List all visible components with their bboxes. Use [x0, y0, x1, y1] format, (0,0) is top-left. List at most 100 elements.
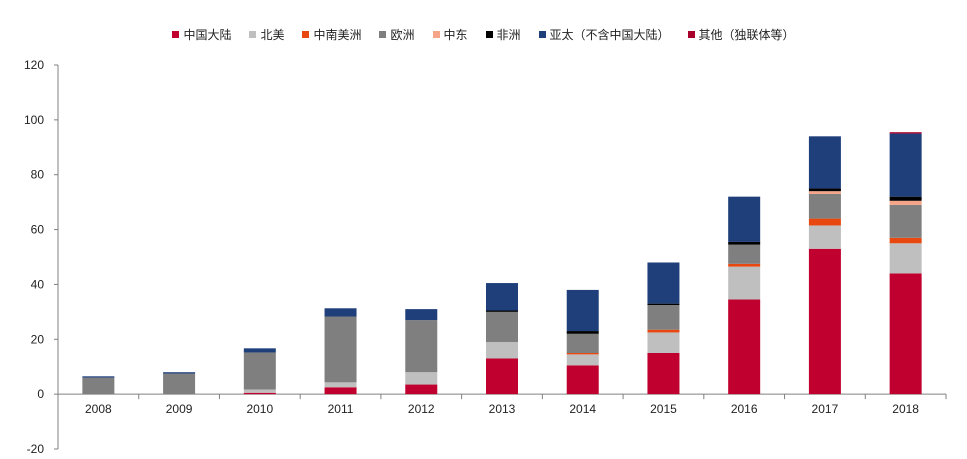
y-tick-label: -20: [27, 442, 45, 456]
bar-segment: [324, 316, 357, 383]
legend-label: 中东: [443, 28, 468, 42]
legend-label: 欧洲: [390, 28, 415, 42]
bar-segment: [889, 273, 922, 395]
legend-label: 其他（独联体等）: [698, 28, 795, 42]
bar-segment: [728, 244, 761, 264]
x-tick-label: 2011: [328, 402, 354, 416]
legend-item: 中南美洲: [302, 26, 361, 43]
y-tick-label: 100: [24, 113, 44, 127]
legend-item: 北美: [249, 26, 284, 43]
chart-axes: -20 0 20 40 60 80 100 120 2008 2009 2010 2011 2012 20…: [24, 58, 947, 456]
bar-segment: [889, 196, 922, 201]
chart-legend: 中国大陆 北美 中南美洲 欧洲 中东 非洲 亚太（不含中国大陆） 其他（独联体等）: [0, 26, 967, 43]
bar-segment: [647, 262, 680, 304]
legend-swatch: [485, 31, 493, 38]
bar-segment: [405, 320, 438, 373]
bar-segment: [647, 305, 680, 330]
bar-segment: [566, 289, 599, 332]
bar-segment: [808, 218, 841, 226]
legend-item: 中国大陆: [172, 26, 231, 43]
y-tick-label: 60: [31, 223, 45, 237]
bar-segment: [405, 372, 438, 385]
y-tick-label: 120: [24, 58, 44, 72]
bar-segment: [808, 136, 841, 189]
legend-swatch: [538, 31, 546, 38]
bar-segment: [647, 332, 680, 353]
bar-segment: [566, 353, 599, 355]
x-tick-label: 2014: [569, 402, 596, 416]
bar-segment: [889, 132, 922, 134]
bar-segment: [808, 225, 841, 249]
legend-item: 亚太（不含中国大陆）: [538, 26, 670, 43]
bar-segment: [405, 384, 438, 395]
y-tick-label: 80: [31, 168, 45, 182]
chart-bars: [82, 132, 922, 395]
x-tick-label: 2013: [489, 402, 516, 416]
x-tick-label: 2016: [731, 402, 758, 416]
y-tick-label: 20: [31, 332, 45, 346]
legend-item: 其他（独联体等）: [687, 26, 795, 43]
bar-segment: [889, 133, 922, 197]
bar-segment: [728, 196, 761, 242]
legend-item: 中东: [432, 26, 468, 43]
bar-segment: [728, 263, 761, 267]
bar-segment: [324, 387, 357, 395]
bar-segment: [243, 389, 276, 393]
bar-segment: [889, 237, 922, 244]
bar-segment: [163, 372, 196, 374]
bar-segment: [566, 333, 599, 353]
bar-segment: [808, 193, 841, 219]
legend-label: 北美: [260, 28, 285, 42]
bar-segment: [647, 353, 680, 395]
legend-swatch: [432, 31, 440, 38]
x-tick-label: 2018: [892, 402, 919, 416]
bar-segment: [486, 358, 518, 395]
bar-segment: [889, 200, 922, 205]
bar-segment: [486, 310, 518, 312]
legend-item: 欧洲: [379, 26, 415, 43]
bar-segment: [808, 248, 841, 395]
bar-segment: [566, 354, 599, 366]
legend-swatch: [687, 31, 695, 38]
bar-segment: [82, 377, 115, 395]
legend-item: 非洲: [485, 26, 521, 43]
bar-segment: [486, 283, 518, 311]
bar-segment: [243, 348, 276, 353]
bar-segment: [566, 365, 599, 395]
x-tick-label: 2009: [166, 402, 193, 416]
bar-segment: [486, 342, 518, 359]
legend-swatch: [249, 31, 257, 38]
legend-label: 中南美洲: [313, 28, 362, 42]
bar-segment: [728, 266, 761, 300]
bar-segment: [566, 331, 599, 334]
bar-segment: [647, 329, 680, 333]
y-tick-label: 0: [37, 387, 44, 401]
x-tick-label: 2015: [650, 402, 677, 416]
legend-label: 中国大陆: [183, 28, 232, 42]
bar-segment: [647, 303, 680, 305]
bar-segment: [324, 308, 357, 317]
y-tick-label: 40: [31, 277, 45, 291]
bar-segment: [82, 376, 115, 378]
bar-segment: [728, 241, 761, 245]
legend-label: 非洲: [496, 28, 521, 42]
legend-swatch: [379, 31, 387, 38]
bar-segment: [486, 311, 518, 343]
bar-segment: [728, 299, 761, 395]
legend-label: 亚太（不含中国大陆）: [549, 28, 670, 42]
bar-segment: [243, 392, 276, 395]
legend-swatch: [172, 31, 180, 38]
bar-segment: [889, 204, 922, 238]
bar-segment: [324, 382, 357, 388]
x-tick-label: 2008: [85, 402, 112, 416]
bar-segment: [243, 352, 276, 390]
x-tick-label: 2010: [246, 402, 273, 416]
bar-segment: [808, 191, 841, 194]
x-tick-label: 2012: [408, 402, 435, 416]
bar-segment: [808, 188, 841, 192]
bar-segment: [889, 243, 922, 274]
legend-swatch: [302, 31, 310, 38]
bar-segment: [163, 373, 196, 395]
x-tick-label: 2017: [812, 402, 839, 416]
